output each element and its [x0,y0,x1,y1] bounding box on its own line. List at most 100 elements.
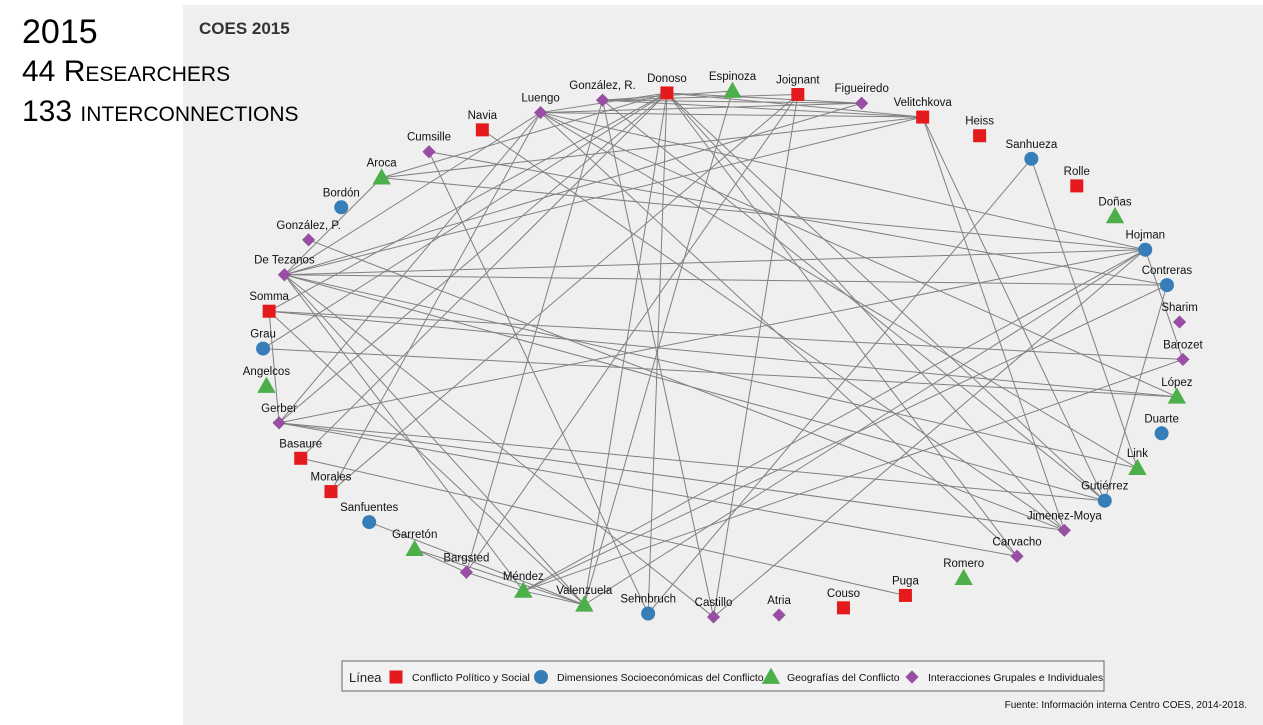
legend: Línea Conflicto Político y Social Dimensi… [341,660,1105,692]
node-sharim: Sharim [1161,302,1198,329]
edge-de-tezanos-velitchkova [284,116,923,276]
edge-mendez-bargsted [466,571,524,592]
node-label-bordon: Bordón [323,187,360,199]
legend-label-inter: Interacciones Grupales e Individuales [928,672,1103,684]
node-label-valenzuela: Valenzuela [556,585,613,597]
node-hojman: Hojman [1125,230,1165,257]
edge-hojman-gerber [278,249,1146,424]
source-caption: Fuente: Información interna Centro COES,… [1005,700,1247,711]
edge-mendez-de-tezanos [284,274,524,592]
edge-figueiredo-de-tezanos [284,102,862,276]
node-sanhueza: Sanhueza [1005,139,1058,166]
edge-sanhueza-link [1030,158,1138,469]
node-sehnbruch: Sehnbruch [620,593,676,621]
node-rolle: Rolle [1064,166,1090,193]
node-label-gerber: Gerber [261,403,297,415]
node-label-angelcos: Angelcos [243,366,291,378]
node-label-hojman: Hojman [1125,230,1165,242]
edge-valenzuela-de-tezanos [284,274,585,606]
node-marker-angelcos [257,376,276,393]
node-marker-figueiredo [855,96,869,110]
node-jimenez-moya: Jimenez-Moya [1027,510,1102,537]
node-marker-puga [898,588,912,602]
node-layer: Donoso Espinoza Joignant Figueiredo Velitchk… [243,71,1204,624]
node-label-espinoza: Espinoza [709,71,757,83]
node-marker-de-tezanos [277,268,292,282]
node-marker-contreras [1159,278,1174,293]
plot-title: COES 2015 [199,19,290,38]
legend-title: Línea [349,670,382,685]
legend-label-geo: Geografías del Conflicto [787,672,900,684]
edge-carvacho-luengo [540,112,1018,557]
edge-contreras-cumsille [428,151,1168,286]
node-label-sanhueza: Sanhueza [1005,139,1057,151]
edge-donoso-valenzuela [583,92,668,605]
node-gonzalez-p: González, P. [276,220,341,247]
node-contreras: Contreras [1142,265,1192,293]
node-marker-sanfuentes [362,515,377,530]
node-luengo: Luengo [521,93,560,120]
node-marker-morales [324,485,338,499]
edge-donoso-gerber [278,92,668,424]
node-atria: Atria [767,595,791,622]
network-panel: COES 2015 Donoso Espinoza Joignant Figueire… [183,5,1263,725]
node-marker-aroca [372,168,391,185]
node-mendez: Méndez [503,571,544,598]
node-label-jimenez-moya: Jimenez-Moya [1027,510,1102,522]
node-label-morales: Morales [311,472,352,484]
node-romero: Romero [943,558,984,585]
edge-donoso-figueiredo [666,92,862,104]
edge-gerber-luengo [278,112,541,424]
node-label-heiss: Heiss [965,116,994,128]
node-label-aroca: Aroca [367,158,398,170]
edge-valenzuela-mendez [523,590,585,606]
node-label-navia: Navia [468,110,498,122]
node-navia: Navia [468,110,498,137]
edge-barozet-mendez [523,358,1184,592]
node-marker-gonzalez-p [301,233,316,247]
node-marker-valenzuela [575,595,594,612]
node-sanfuentes: Sanfuentes [340,502,399,530]
edge-hojman-de-tezanos [284,249,1146,276]
edge-bargsted-garreton [414,548,467,573]
node-label-romero: Romero [943,558,984,570]
edge-layer [262,90,1184,618]
node-somma: Somma [249,291,290,318]
node-marker-carvacho [1010,549,1024,563]
node-marker-atria [772,608,786,622]
edge-jimenez-moya-gerber [278,422,1065,531]
edge-sanhueza-sehnbruch [647,158,1032,614]
node-castillo: Castillo [695,597,732,624]
legend-symbol-politico [389,670,403,684]
node-label-duarte: Duarte [1144,413,1179,425]
legend-symbol-socio [534,670,548,684]
node-gerber: Gerber [261,403,297,430]
node-marker-basaure [294,451,308,465]
node-label-gonzalez-p: González, P. [276,220,340,232]
node-donas: Doñas [1098,196,1132,224]
node-marker-bargsted [459,565,473,579]
node-marker-sharim [1172,315,1187,329]
node-marker-romero [954,568,973,585]
node-label-rolle: Rolle [1064,166,1090,178]
legend-symbol-geo [761,667,781,684]
edge-figueiredo-gonzalez-r [602,99,862,104]
edge-donoso-aroca [381,92,668,179]
node-couso: Couso [827,588,860,615]
node-marker-sanhueza [1024,151,1039,166]
node-label-velitchkova: Velitchkova [894,97,953,109]
node-grau: Grau [250,329,276,356]
edge-joignant-bargsted [465,94,799,573]
node-marker-jimenez-moya [1057,523,1071,537]
edge-joignant-morales [330,94,799,492]
edge-link-de-tezanos [284,274,1138,469]
node-label-sharim: Sharim [1161,302,1197,314]
node-label-luengo: Luengo [521,93,559,105]
node-marker-gonzalez-r [595,93,610,107]
node-marker-grau [256,341,271,356]
node-de-tezanos: De Tezanos [254,255,315,282]
node-joignant: Joignant [776,75,820,102]
node-marker-duarte [1154,426,1169,441]
node-marker-link [1128,458,1147,476]
edge-velitchkova-gutierrez [922,116,1106,501]
